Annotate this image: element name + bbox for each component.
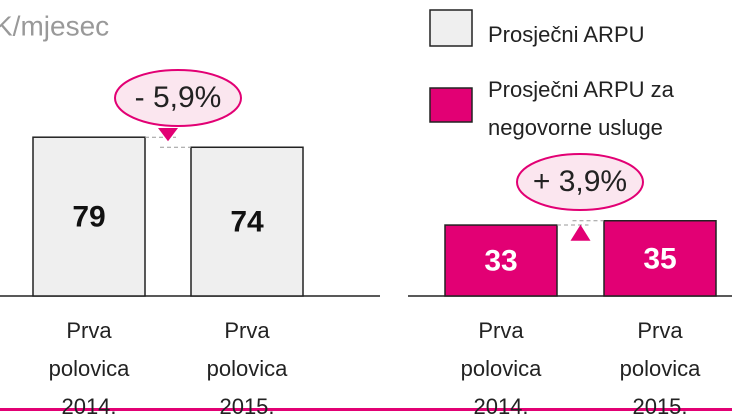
change-arrow	[570, 224, 591, 241]
legend-swatch	[429, 9, 473, 47]
change-label: - 5,9%	[135, 81, 222, 114]
change-bubble	[516, 153, 644, 211]
bar	[444, 224, 558, 297]
value-label: 74	[230, 206, 264, 239]
bar	[32, 136, 146, 297]
legend-label: Prosječni ARPU za negovorne usluge	[488, 77, 674, 140]
legend-label: Prosječni ARPU	[488, 22, 645, 47]
legend-swatch	[429, 87, 473, 123]
change-arrow	[158, 128, 178, 142]
category-label: Prva polovica 2014.	[460, 318, 542, 414]
footer-rule	[0, 408, 732, 411]
change-bubble	[114, 69, 242, 127]
category-label: Prva polovica 2014.	[48, 318, 130, 414]
value-label: 79	[72, 201, 105, 234]
bar	[190, 146, 304, 297]
category-label: Prva polovica 2015.	[206, 318, 288, 414]
unit-label: K/mjesec	[0, 10, 109, 41]
bar	[603, 220, 717, 297]
category-label: Prva polovica 2015.	[619, 318, 701, 414]
change-label: + 3,9%	[533, 165, 627, 198]
value-label: 33	[484, 244, 517, 277]
value-label: 35	[643, 242, 676, 275]
